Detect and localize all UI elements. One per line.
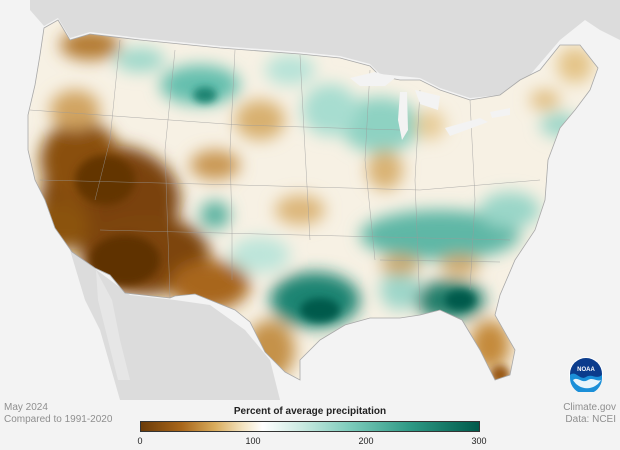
data-source: Data: NCEI	[565, 414, 616, 425]
us-outline	[27, 19, 599, 381]
state-boundaries	[29, 39, 541, 311]
map-date: May 2024	[4, 402, 48, 413]
baseline-period: Compared to 1991-2020	[4, 414, 113, 425]
precipitation-map	[27, 0, 620, 400]
surrounding-land	[30, 0, 620, 400]
legend-color-bar	[140, 421, 480, 432]
source-site: Climate.gov	[563, 402, 616, 413]
map-date-info: May 2024 Compared to 1991-2020	[4, 402, 112, 426]
legend-tick-200: 200	[358, 436, 374, 446]
map-source-info: Climate.gov Data: NCEI	[563, 402, 616, 426]
svg-text:NOAA: NOAA	[577, 367, 595, 373]
legend-title: Percent of average precipitation	[233, 406, 387, 417]
legend-tick-300: 300	[471, 436, 487, 446]
legend-tick-100: 100	[245, 436, 261, 446]
great-lakes	[350, 72, 510, 140]
noaa-logo: NOAA	[569, 357, 603, 392]
legend-tick-0: 0	[137, 436, 143, 446]
